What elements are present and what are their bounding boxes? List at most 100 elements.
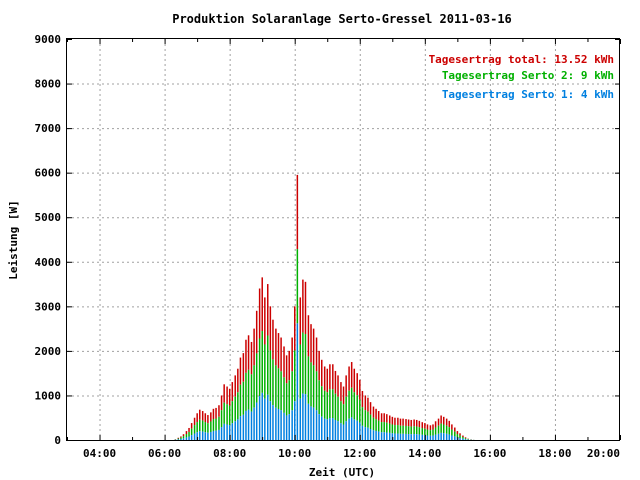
bar-segment-serto-1 (310, 406, 312, 440)
bar-segment-total (377, 411, 380, 421)
bar-stack (323, 366, 326, 440)
bar-segment-total (307, 315, 310, 357)
bar-segment-total (207, 415, 209, 424)
bar-segment-total (177, 437, 180, 439)
bar-segment-serto-1 (220, 427, 223, 440)
bar-segment-total (261, 277, 263, 332)
bar-segment-serto-1 (255, 402, 258, 440)
bar-segment-serto-2 (185, 434, 188, 438)
bar-stack (237, 368, 239, 440)
bar-segment-serto-1 (421, 434, 424, 440)
bar-segment-serto-2 (367, 411, 369, 428)
bar-stack (299, 297, 302, 440)
bar-stack (180, 436, 182, 440)
bar-segment-serto-2 (413, 426, 415, 435)
bar-segment-serto-1 (261, 392, 263, 440)
bar-stack (434, 421, 437, 440)
bar-segment-total (451, 424, 453, 430)
bar-segment-serto-2 (361, 407, 364, 426)
bar-segment-serto-2 (356, 395, 358, 421)
bar-segment-serto-2 (459, 435, 461, 439)
bar-segment-total (369, 402, 372, 415)
bar-stack (380, 413, 383, 440)
bar-segment-serto-1 (188, 436, 190, 440)
bar-segment-serto-1 (272, 405, 274, 440)
bar-stack (386, 414, 388, 440)
bar-stack (391, 416, 394, 440)
bar-segment-total (291, 337, 293, 372)
bar-segment-serto-2 (440, 423, 442, 433)
bar-segment-serto-2 (239, 384, 242, 417)
y-tick-label: 0 (54, 434, 61, 447)
bar-segment-serto-2 (261, 331, 263, 393)
bar-segment-serto-2 (264, 344, 266, 399)
bar-segment-serto-1 (204, 432, 207, 440)
bar-segment-serto-2 (369, 414, 372, 430)
bar-segment-total (312, 328, 315, 366)
bar-segment-serto-1 (345, 421, 347, 440)
bar-segment-total (456, 431, 459, 435)
bar-stack (332, 364, 334, 440)
bar-segment-serto-1 (258, 396, 261, 440)
bar-segment-total (459, 433, 461, 436)
bar-segment-serto-2 (391, 424, 394, 434)
bar-segment-serto-1 (226, 424, 228, 440)
bar-stack (280, 337, 282, 440)
x-tick-label: 16:00 (473, 447, 506, 460)
chart-title: Produktion Solaranlage Serto-Gressel 201… (172, 12, 512, 26)
bar-segment-serto-1 (342, 424, 345, 440)
bar-stack (418, 420, 421, 440)
bar-segment-total (185, 431, 188, 435)
bar-segment-serto-2 (454, 431, 456, 437)
bar-stack (231, 382, 234, 440)
x-tick-label: 04:00 (83, 447, 116, 460)
bar-segment-serto-2 (405, 425, 407, 434)
bar-stack (267, 284, 269, 440)
bar-segment-total (413, 419, 415, 427)
bar-segment-serto-2 (234, 396, 236, 422)
bar-segment-serto-2 (399, 425, 402, 434)
bar-segment-serto-2 (377, 420, 380, 432)
bar-segment-total (210, 412, 212, 422)
bar-stack (245, 339, 247, 440)
bar-segment-serto-1 (410, 434, 412, 440)
x-axis-ticks: 04:00 06:00 08:00 10:00 12:00 14:00 16:00 18:00… (67, 39, 621, 460)
bar-segment-total (405, 419, 407, 426)
bar-stack (318, 350, 320, 440)
bar-segment-serto-2 (410, 426, 412, 435)
bar-segment-total (329, 364, 331, 390)
bar-segment-total (218, 405, 220, 417)
bar-stack (272, 319, 274, 440)
bar-stack (210, 412, 212, 440)
bar-segment-serto-2 (218, 416, 220, 430)
bar-segment-serto-2 (220, 410, 223, 428)
bar-segment-serto-2 (375, 419, 377, 431)
bar-segment-total (350, 362, 353, 388)
bar-segment-total (190, 423, 193, 429)
bar-stack (462, 435, 464, 440)
legend: Tagesertrag total: 13.52 kWh Tagesertrag… (429, 53, 614, 101)
bar-segment-serto-1 (359, 422, 361, 440)
bar-segment-serto-1 (315, 410, 318, 440)
bar-segment-serto-2 (386, 422, 388, 433)
bar-stack (399, 418, 402, 440)
bar-segment-serto-2 (372, 417, 375, 431)
bar-segment-total (220, 395, 223, 411)
bar-segment-total (258, 288, 261, 339)
bar-segment-total (275, 328, 277, 366)
bar-segment-total (383, 413, 385, 423)
bar-segment-serto-1 (337, 421, 339, 440)
bar-segment-serto-1 (275, 407, 277, 440)
bar-segment-total (237, 368, 239, 393)
bar-segment-serto-1 (237, 419, 239, 440)
bar-stack (394, 417, 396, 440)
bar-segment-serto-2 (190, 428, 193, 436)
bar-segment-serto-2 (340, 401, 342, 424)
bar-stack (407, 419, 410, 440)
bar-segment-total (454, 427, 456, 432)
bar-stack (291, 337, 293, 440)
bar-segment-serto-2 (288, 380, 290, 415)
bar-segment-serto-2 (291, 371, 293, 411)
bar-stack (264, 297, 266, 440)
bar-segment-serto-1 (442, 433, 445, 440)
